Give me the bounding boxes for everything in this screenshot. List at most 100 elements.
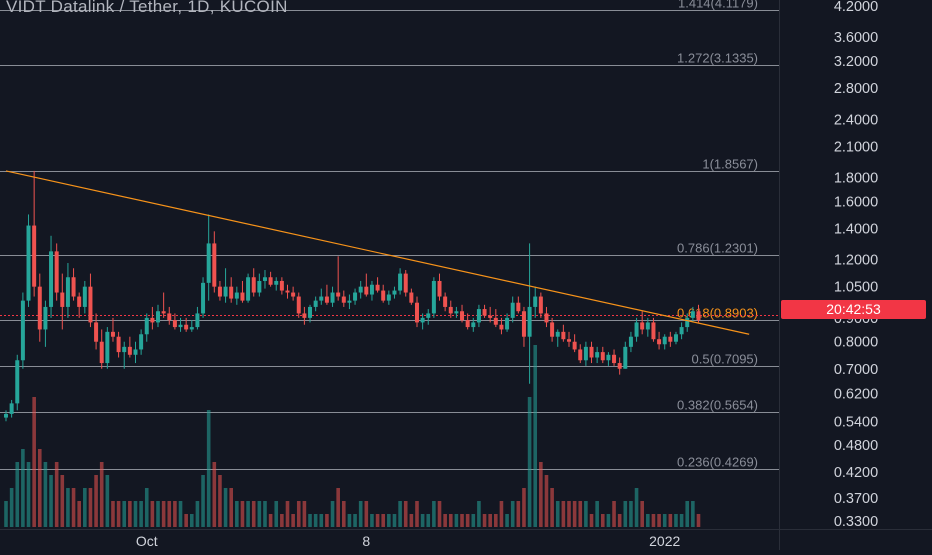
candle-body — [65, 277, 70, 307]
volume-bar — [156, 501, 160, 527]
candle-body — [578, 349, 583, 361]
candle — [448, 300, 453, 318]
volume-bars — [4, 345, 701, 527]
trendline — [5, 170, 750, 335]
volume-bar — [634, 488, 639, 527]
volume-bar — [657, 514, 661, 527]
chart-title: VIDT Datalink / Tether, 1D, KUCOIN — [6, 0, 288, 16]
candle — [510, 296, 515, 323]
candle — [527, 243, 532, 384]
candle — [493, 309, 498, 328]
candle-body — [476, 309, 481, 323]
price-tick-label: 0.6200 — [834, 386, 878, 402]
candle — [353, 288, 358, 305]
candle — [336, 256, 341, 301]
candle — [65, 263, 70, 318]
candle — [398, 268, 403, 295]
candle — [538, 292, 543, 318]
candle-body — [516, 302, 521, 312]
candle — [37, 273, 42, 342]
candle-body — [628, 336, 633, 347]
time-axis: Oct 8 2022 — [0, 529, 932, 549]
candle — [150, 306, 155, 330]
candle-body — [206, 243, 211, 283]
candle-body — [161, 311, 166, 314]
volume-bar — [392, 514, 397, 527]
candle — [595, 346, 600, 364]
candle — [364, 273, 369, 297]
candle — [617, 357, 622, 375]
price-tick-label: 3.2000 — [834, 54, 878, 70]
volume-bar — [420, 514, 425, 527]
volume-bar — [32, 397, 36, 527]
candle — [465, 313, 470, 330]
candle — [262, 270, 267, 289]
volume-bar — [206, 410, 211, 527]
candle-body — [561, 331, 566, 340]
candle — [358, 280, 363, 299]
candle-body — [460, 311, 465, 321]
volume-bar — [629, 501, 633, 527]
candle — [9, 399, 14, 418]
volume-bar — [550, 488, 554, 527]
candle — [161, 292, 166, 318]
candle — [99, 329, 104, 369]
volume-bar — [4, 501, 8, 527]
volume-bar — [274, 501, 279, 527]
candle — [381, 284, 386, 303]
candle — [460, 304, 465, 323]
volume-bar — [144, 488, 149, 527]
candle-body — [499, 324, 504, 330]
candle — [369, 280, 374, 301]
price-axis: 4.2000 3.6000 3.2000 2.8000 2.4000 2.1000 1.80… — [779, 0, 878, 550]
candle — [426, 309, 431, 325]
volume-bar — [696, 514, 701, 527]
candle-body — [550, 322, 555, 337]
volume-bar — [296, 501, 301, 527]
price-tick-label: 0.7000 — [834, 362, 878, 378]
candle — [184, 317, 189, 332]
candle-body — [454, 311, 459, 314]
candle-body — [398, 273, 403, 291]
candle-body — [122, 346, 127, 353]
candle-body — [493, 317, 498, 325]
volume-bar — [71, 488, 76, 527]
price-tick-label: 1.2000 — [834, 253, 878, 269]
volume-bar — [539, 462, 543, 527]
candle-body — [178, 324, 183, 328]
candle — [32, 170, 37, 297]
candle — [234, 286, 239, 305]
candle-body — [127, 346, 132, 355]
candle — [206, 214, 211, 301]
candle — [623, 341, 628, 369]
candle — [240, 280, 245, 303]
candle — [690, 306, 695, 323]
candle — [268, 271, 273, 287]
volume-bar — [94, 475, 98, 527]
candle-body — [341, 296, 346, 303]
volume-bar — [111, 501, 115, 527]
volume-bar — [184, 514, 188, 527]
volume-bar — [482, 514, 487, 527]
candle-body — [201, 282, 206, 314]
candle — [133, 341, 138, 364]
volume-bar — [432, 501, 436, 527]
volume-bar — [443, 514, 447, 527]
candle-body — [251, 277, 256, 293]
volume-bar — [651, 514, 656, 527]
candle-body — [110, 331, 115, 337]
candle-body — [274, 280, 279, 285]
candles — [4, 170, 701, 422]
volume-bar — [342, 501, 346, 527]
price-tick-label: 0.3700 — [834, 491, 878, 507]
candle — [156, 304, 161, 328]
candle — [144, 313, 149, 342]
candle — [77, 292, 82, 318]
price-tick-label: 0.4200 — [834, 465, 878, 481]
candle — [251, 268, 256, 297]
volume-bar — [330, 501, 335, 527]
candle-body — [471, 322, 476, 328]
candle — [49, 235, 54, 318]
